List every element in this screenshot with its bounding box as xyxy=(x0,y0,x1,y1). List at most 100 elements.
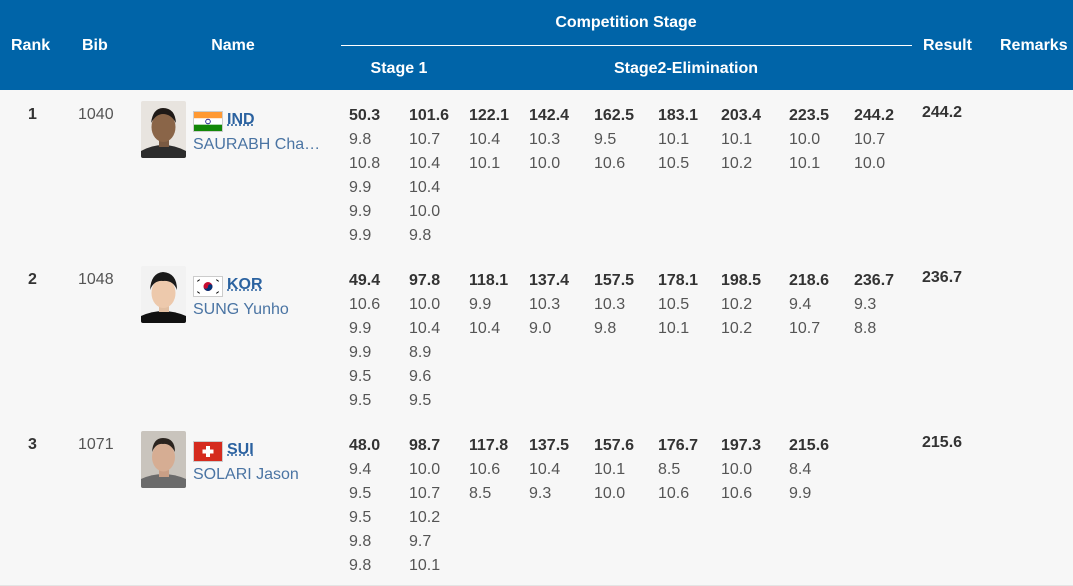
result-value: 244.2 xyxy=(922,104,963,121)
series-total: 98.7 xyxy=(409,437,441,454)
table-row: 2 1048 KOR SUNG Yunho 2 xyxy=(0,255,1073,421)
shot-score: 8.8 xyxy=(854,320,877,337)
series-total: 122.1 xyxy=(469,107,510,124)
shot-score: 10.7 xyxy=(789,320,821,337)
score-column: 215.6 8.4 9.9 xyxy=(789,434,829,506)
shot-score: 8.5 xyxy=(658,461,681,478)
shot-score: 9.8 xyxy=(349,533,372,550)
score-column: 244.2 10.7 10.0 xyxy=(854,104,894,176)
shot-score: 9.8 xyxy=(409,227,432,244)
athlete-name[interactable]: SOLARI Jason xyxy=(193,466,299,483)
series-total: 236.7 xyxy=(854,272,895,289)
shot-score: 10.0 xyxy=(594,485,626,502)
result-value: 236.7 xyxy=(922,269,963,286)
athlete-photo[interactable] xyxy=(141,431,186,488)
score-column: 50.3 9.8 10.8 9.9 9.9 9.9 xyxy=(349,104,380,248)
header-rank[interactable]: Rank xyxy=(11,37,51,54)
score-column: 157.5 10.3 9.8 xyxy=(594,269,634,341)
shot-score: 10.2 xyxy=(721,296,753,313)
series-total: 50.3 xyxy=(349,107,381,124)
india-flag-icon xyxy=(193,111,223,132)
header-bib[interactable]: Bib xyxy=(82,37,108,54)
athlete-name[interactable]: SAURABH Chaudhary xyxy=(193,136,325,153)
shot-score: 10.1 xyxy=(594,461,626,478)
header-name[interactable]: Name xyxy=(211,37,255,54)
shot-score: 9.8 xyxy=(349,131,372,148)
shot-score: 10.4 xyxy=(469,131,501,148)
shot-score: 9.6 xyxy=(409,368,432,385)
korea-flag-icon xyxy=(193,276,223,297)
score-column: 203.4 10.1 10.2 xyxy=(721,104,761,176)
shot-score: 9.9 xyxy=(349,203,372,220)
shot-score: 9.3 xyxy=(529,485,552,502)
header-stage1: Stage 1 xyxy=(370,60,428,77)
athlete-photo[interactable] xyxy=(141,101,186,158)
table-row: 3 1071 SUI SOLARI Jason 215.6 48.0 9.4 9.5… xyxy=(0,420,1073,586)
shot-score: 10.1 xyxy=(658,320,690,337)
shot-score: 9.5 xyxy=(409,392,432,409)
score-column: 183.1 10.1 10.5 xyxy=(658,104,698,176)
shot-score: 10.3 xyxy=(529,296,561,313)
shot-score: 10.5 xyxy=(658,296,690,313)
athlete-name[interactable]: SUNG Yunho xyxy=(193,301,289,318)
score-column: 101.6 10.7 10.4 10.4 10.0 9.8 xyxy=(409,104,449,248)
nation-link[interactable]: KOR xyxy=(227,276,263,293)
shot-score: 10.6 xyxy=(658,485,690,502)
shot-score: 10.0 xyxy=(529,155,561,172)
series-total: 183.1 xyxy=(658,107,699,124)
score-column: 98.7 10.0 10.7 10.2 9.7 10.1 xyxy=(409,434,440,578)
nation-link[interactable]: SUI xyxy=(227,441,254,458)
shot-score: 10.0 xyxy=(789,131,821,148)
header-stage2: Stage2-Elimination xyxy=(613,60,759,77)
series-total: 223.5 xyxy=(789,107,830,124)
shot-score: 9.8 xyxy=(594,320,617,337)
shot-score: 10.0 xyxy=(409,461,441,478)
shot-score: 9.7 xyxy=(409,533,432,550)
shot-score: 9.9 xyxy=(789,485,812,502)
series-total: 157.5 xyxy=(594,272,635,289)
score-column: 117.8 10.6 8.5 xyxy=(469,434,508,506)
shot-score: 8.5 xyxy=(469,485,492,502)
score-column: 197.3 10.0 10.6 xyxy=(721,434,761,506)
series-total: 49.4 xyxy=(349,272,381,289)
series-total: 137.5 xyxy=(529,437,570,454)
shot-score: 10.6 xyxy=(349,296,381,313)
score-column: 198.5 10.2 10.2 xyxy=(721,269,761,341)
switzerland-flag-icon xyxy=(193,441,223,462)
shot-score: 10.1 xyxy=(469,155,501,172)
shot-score: 9.5 xyxy=(594,131,617,148)
shot-score: 10.4 xyxy=(469,320,501,337)
shot-score: 10.1 xyxy=(409,557,441,574)
shot-score: 10.8 xyxy=(349,155,381,172)
shot-score: 10.4 xyxy=(529,461,561,478)
shot-score: 9.9 xyxy=(349,320,372,337)
shot-score: 9.5 xyxy=(349,509,372,526)
table-header: Rank Bib Name Competition Stage Stage 1 … xyxy=(0,0,1073,90)
series-total: 118.1 xyxy=(469,272,509,289)
header-result[interactable]: Result xyxy=(923,37,972,54)
athlete-photo[interactable] xyxy=(141,266,186,323)
shot-score: 10.6 xyxy=(721,485,753,502)
shot-score: 10.7 xyxy=(409,131,441,148)
shot-score: 9.9 xyxy=(349,344,372,361)
score-column: 137.4 10.3 9.0 xyxy=(529,269,569,341)
series-total: 157.6 xyxy=(594,437,635,454)
score-column: 178.1 10.5 10.1 xyxy=(658,269,698,341)
series-total: 218.6 xyxy=(789,272,830,289)
series-total: 215.6 xyxy=(789,437,830,454)
shot-score: 10.2 xyxy=(409,509,441,526)
series-total: 178.1 xyxy=(658,272,699,289)
series-total: 117.8 xyxy=(469,437,509,454)
header-competition-stage: Competition Stage xyxy=(555,14,697,31)
shot-score: 10.0 xyxy=(409,203,441,220)
shot-score: 10.5 xyxy=(658,155,690,172)
series-total: 48.0 xyxy=(349,437,381,454)
shot-score: 10.2 xyxy=(721,320,753,337)
series-total: 101.6 xyxy=(409,107,450,124)
nation-link[interactable]: IND xyxy=(227,111,255,128)
shot-score: 9.5 xyxy=(349,485,372,502)
score-column: 236.7 9.3 8.8 xyxy=(854,269,894,341)
bib: 1048 xyxy=(78,271,114,288)
score-column: 118.1 9.9 10.4 xyxy=(469,269,508,341)
